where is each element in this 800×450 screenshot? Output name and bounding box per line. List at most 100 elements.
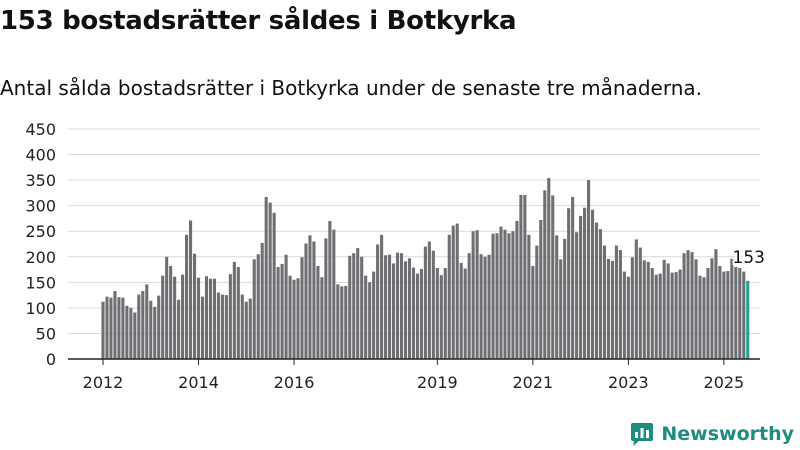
bar <box>746 280 750 359</box>
bar <box>208 278 213 359</box>
bar <box>531 265 535 359</box>
bar <box>467 253 471 359</box>
bar <box>539 219 543 359</box>
bar <box>523 194 527 359</box>
bar <box>284 254 288 359</box>
bar <box>511 231 515 359</box>
bar <box>372 271 376 359</box>
y-tick-label: 300 <box>25 197 56 216</box>
bar <box>216 292 220 359</box>
bar <box>220 294 224 359</box>
bar <box>356 248 360 359</box>
bar <box>411 267 415 359</box>
brand-name: Newsworthy <box>661 423 794 445</box>
bar <box>658 273 662 359</box>
bar <box>161 275 165 359</box>
bar <box>200 296 205 359</box>
brand[interactable]: Newsworthy <box>629 421 794 447</box>
bar <box>547 178 551 359</box>
bar <box>602 245 607 359</box>
bar <box>638 247 642 359</box>
bar <box>141 291 145 359</box>
bar <box>559 259 563 359</box>
bar <box>137 294 141 359</box>
bar <box>368 282 372 359</box>
bar <box>240 294 244 359</box>
bar <box>352 253 356 359</box>
x-tick-label: 2016 <box>274 373 315 392</box>
bar <box>694 259 698 359</box>
bar <box>650 268 654 359</box>
bar <box>662 259 666 359</box>
x-axis-ticks: 2012 2014 2016 2019 2021 2023 2025 <box>83 359 745 392</box>
chart-subtitle: Antal sålda bostadsrätter i Botkyrka und… <box>0 76 702 100</box>
bar <box>117 297 121 359</box>
bar <box>328 221 332 359</box>
bar <box>276 267 280 359</box>
bar <box>399 253 404 359</box>
bar <box>153 306 157 359</box>
bar <box>598 229 603 359</box>
bar <box>606 258 611 359</box>
bar <box>232 261 236 359</box>
bar <box>395 252 400 359</box>
y-tick-label: 50 <box>36 324 56 343</box>
bar <box>165 256 169 359</box>
y-tick-label: 450 <box>25 120 56 139</box>
bar <box>499 226 503 359</box>
bar <box>451 225 455 359</box>
bar <box>654 274 658 359</box>
y-tick-label: 100 <box>25 299 56 318</box>
bar <box>268 202 272 359</box>
bar <box>427 241 431 359</box>
bar <box>204 276 209 359</box>
bar <box>471 231 475 359</box>
bar <box>264 196 268 359</box>
data-label-last: 153 <box>733 248 765 268</box>
x-tick-label: 2023 <box>608 373 649 392</box>
x-tick-label: 2025 <box>704 373 745 392</box>
chart-title: 153 bostadsrätter såldes i Botkyrka <box>0 6 517 36</box>
bar <box>272 212 276 359</box>
bar <box>555 235 559 359</box>
bar <box>256 254 260 359</box>
bar <box>722 271 726 359</box>
bar <box>479 254 483 359</box>
bar <box>710 258 714 359</box>
bar <box>483 256 487 359</box>
bar <box>407 258 412 359</box>
bar <box>388 254 392 359</box>
bar <box>280 263 284 359</box>
y-tick-label: 150 <box>25 273 56 292</box>
bar <box>419 269 423 359</box>
bar <box>455 223 459 359</box>
bar <box>196 277 201 359</box>
bar <box>698 275 702 359</box>
bar <box>320 277 324 359</box>
bar <box>212 278 216 359</box>
bar <box>622 271 626 359</box>
x-tick-label: 2021 <box>512 373 553 392</box>
bar <box>690 252 694 359</box>
bar <box>248 298 252 359</box>
bar <box>579 215 583 359</box>
bar <box>189 220 193 359</box>
bar <box>618 250 622 359</box>
y-tick-label: 400 <box>25 146 56 165</box>
bar <box>244 301 248 359</box>
bar <box>336 284 340 359</box>
bar <box>192 253 197 359</box>
bar <box>380 234 384 359</box>
bar <box>228 274 232 359</box>
bar <box>376 244 380 359</box>
y-tick-label: 250 <box>25 222 56 241</box>
bar <box>742 271 746 359</box>
bars <box>101 178 750 359</box>
bar <box>535 245 539 359</box>
bar <box>634 239 638 359</box>
x-tick-label: 2019 <box>417 373 458 392</box>
bar <box>738 268 742 359</box>
bar <box>706 268 710 359</box>
bar <box>415 273 419 359</box>
bar <box>324 238 328 359</box>
